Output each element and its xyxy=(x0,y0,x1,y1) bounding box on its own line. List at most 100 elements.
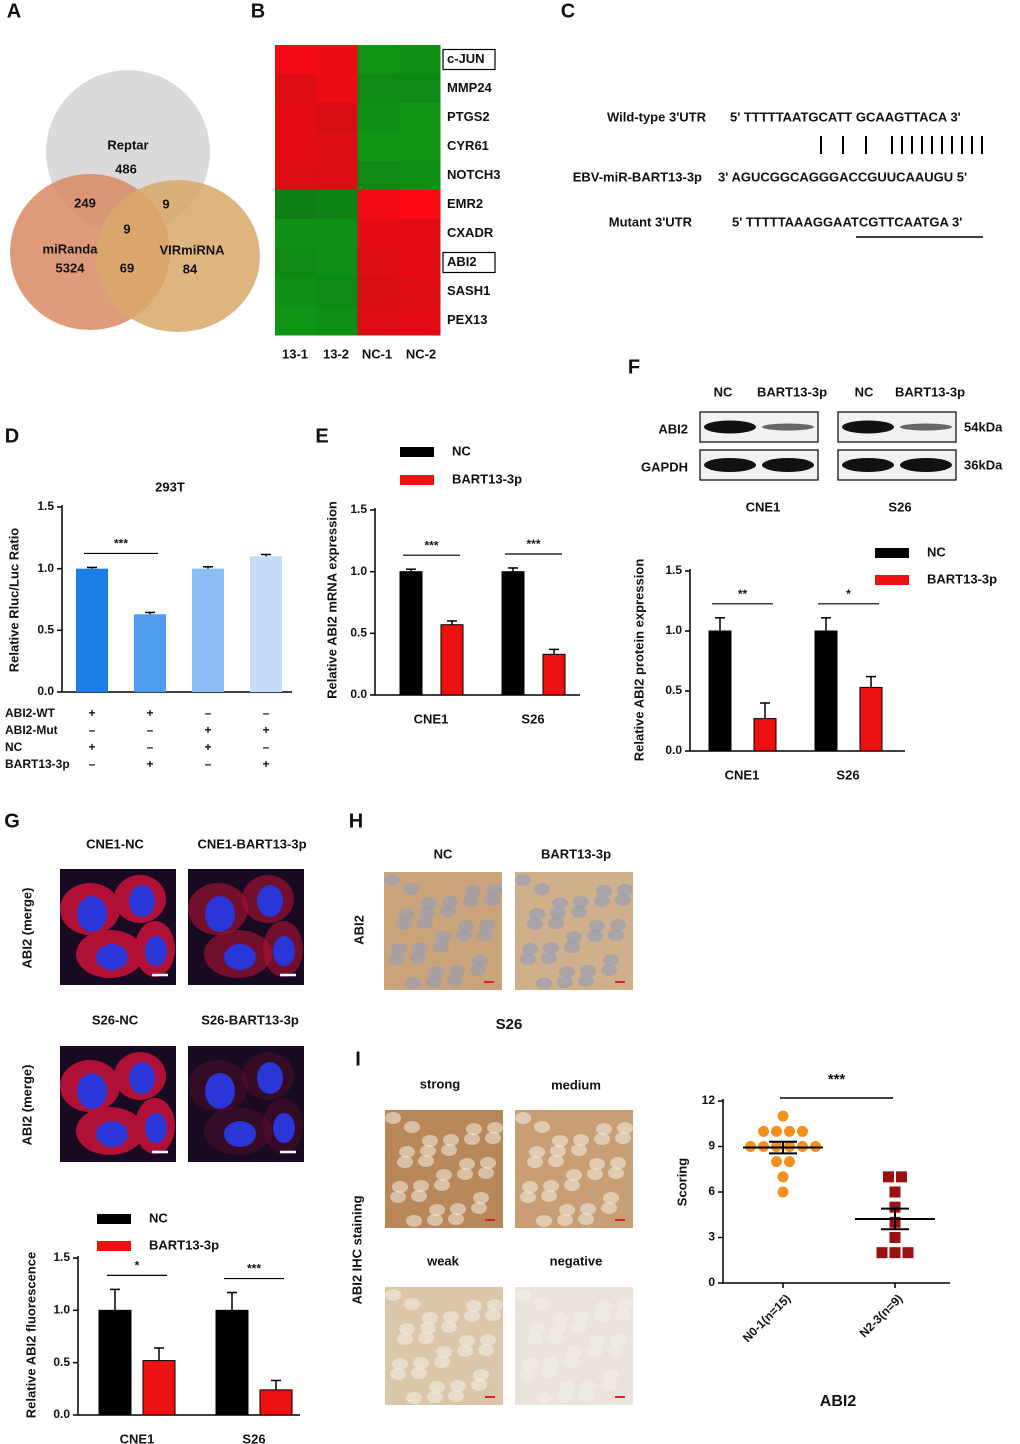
image-label: weak xyxy=(426,1253,460,1268)
y-tick-label: 3 xyxy=(708,1230,715,1244)
y-axis-label: Relative ABI2 protein expression xyxy=(631,559,646,762)
x-tick-label: N2-3(n=9) xyxy=(857,1291,906,1340)
blot-band xyxy=(842,458,894,472)
ihc-cell xyxy=(457,1345,473,1357)
ihc-cell xyxy=(520,1191,536,1203)
ihc-cell xyxy=(557,976,573,988)
label: 69 xyxy=(120,260,134,275)
y-axis-label: Scoring xyxy=(674,1158,689,1206)
blot-column: NC xyxy=(714,384,733,399)
ihc-cell xyxy=(429,1381,445,1393)
point xyxy=(896,1171,907,1183)
y-tick-label: 9 xyxy=(708,1139,715,1153)
ihc-cell xyxy=(456,930,472,942)
bar xyxy=(708,630,732,752)
nucleus xyxy=(205,896,235,932)
condition-value: + xyxy=(204,740,211,754)
ihc-cell xyxy=(536,977,552,989)
ihc-cell xyxy=(573,1134,589,1146)
ihc-cell xyxy=(471,1379,487,1391)
ihc-cell xyxy=(458,920,474,932)
y-axis-label: Relative ABI2 fluorescence xyxy=(23,1252,38,1418)
label: VIRmiRNA xyxy=(159,242,225,257)
ihc-cell xyxy=(485,1309,501,1321)
ihc-cell xyxy=(398,908,414,920)
ihc-cell xyxy=(385,1112,401,1124)
bar xyxy=(399,571,423,696)
panel-label: I xyxy=(355,1048,361,1070)
ihc-cell xyxy=(615,1309,631,1321)
point xyxy=(797,1141,808,1152)
bar xyxy=(98,1309,132,1416)
ihc-cell xyxy=(464,1310,480,1322)
condition-value: – xyxy=(205,757,212,771)
ihc-cell xyxy=(435,931,451,943)
ihc-cell xyxy=(601,964,617,976)
side-label: ABI2 IHC staining xyxy=(349,1195,364,1304)
y-tick-label: 1.5 xyxy=(53,1250,70,1264)
point xyxy=(771,1156,782,1168)
gene-label: CXADR xyxy=(447,225,494,240)
ihc-cell xyxy=(411,1367,427,1379)
nucleus xyxy=(257,1062,283,1094)
heatmap-cell xyxy=(316,161,358,191)
ihc-cell xyxy=(527,918,543,930)
ihc-cell xyxy=(550,1322,566,1334)
nucleus xyxy=(205,1073,235,1109)
ihc-cell xyxy=(487,1299,503,1311)
y-tick-label: 6 xyxy=(708,1184,715,1198)
ihc-cell xyxy=(596,1123,612,1135)
nucleus xyxy=(257,885,283,917)
image-label: S26-NC xyxy=(92,1012,139,1027)
significance: ** xyxy=(738,587,748,601)
ihc-cell xyxy=(541,1367,557,1379)
significance: *** xyxy=(424,538,438,552)
ihc-cell xyxy=(557,1214,573,1226)
point xyxy=(777,1171,789,1183)
ihc-cell xyxy=(429,1204,445,1216)
point xyxy=(784,1125,795,1137)
ihc-cell xyxy=(397,1156,413,1168)
ihc-cell xyxy=(418,1332,434,1344)
ihc-cell xyxy=(417,917,433,929)
ihc-cell xyxy=(564,1356,580,1368)
ihc-cell xyxy=(466,1300,482,1312)
condition-label: BART13-3p xyxy=(5,757,70,771)
panel-label: F xyxy=(628,356,640,378)
ihc-cell xyxy=(442,896,458,908)
sequence-label: Mutant 3'UTR xyxy=(609,214,693,229)
gene-label: SASH1 xyxy=(447,283,490,298)
legend-swatch xyxy=(400,475,434,485)
ihc-cell xyxy=(428,966,444,978)
sequence-label: EBV-miR-BART13-3p xyxy=(573,169,702,184)
y-tick-label: 0.5 xyxy=(350,626,367,640)
bar xyxy=(192,568,224,692)
heatmap-cell xyxy=(275,306,317,336)
caption: S26 xyxy=(496,1016,523,1033)
image-label: medium xyxy=(551,1077,601,1092)
protein-label: ABI2 xyxy=(658,421,688,436)
y-tick-label: 0.5 xyxy=(53,1355,70,1369)
gene-box xyxy=(442,251,496,274)
ihc-cell xyxy=(465,885,481,897)
y-tick-label: 1.0 xyxy=(37,561,54,575)
ihc-cell xyxy=(522,943,538,955)
gene-label: EMR2 xyxy=(447,196,483,211)
panel-label: D xyxy=(5,425,19,447)
heatmap-cell xyxy=(398,45,441,75)
significance: *** xyxy=(114,537,128,551)
point xyxy=(758,1141,769,1152)
ihc-cell xyxy=(484,894,500,906)
ihc-cell xyxy=(589,920,605,932)
point xyxy=(889,1232,901,1243)
ihc-cell xyxy=(580,965,596,977)
bar xyxy=(753,718,777,752)
label: 486 xyxy=(115,161,137,176)
ihc-cell xyxy=(472,954,488,966)
bar xyxy=(440,624,464,696)
blot-band xyxy=(762,458,814,472)
y-tick-label: 0 xyxy=(708,1275,715,1289)
ihc-cell xyxy=(420,1322,436,1334)
x-tick-label: N0-1(n=15) xyxy=(740,1291,794,1345)
ihc-cell xyxy=(457,1168,473,1180)
